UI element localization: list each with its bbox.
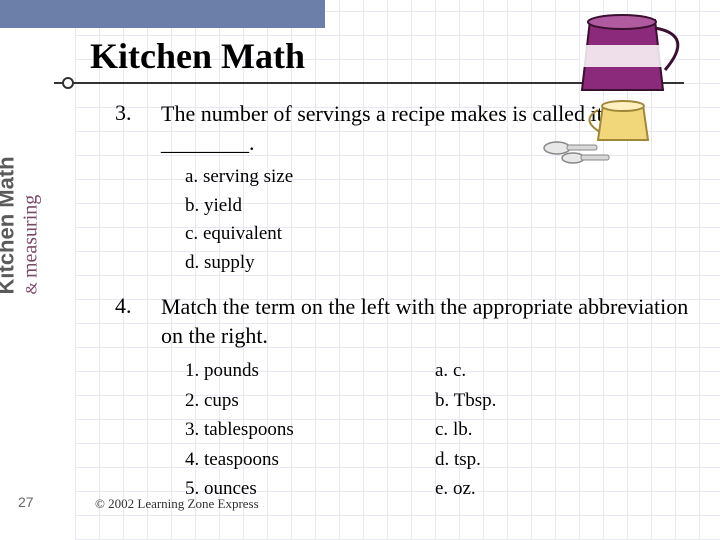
option-row: b. yield [185,192,690,221]
copyright-text: © 2002 Learning Zone Express [95,496,259,512]
top-color-band [0,0,325,28]
question-4-columns: 1. pounds 2. cups 3. tablespoons 4. teas… [185,356,690,503]
option-row: d. supply [185,249,690,278]
match-right-column: a. c. b. Tbsp. c. lb. d. tsp. e. oz. [435,356,496,503]
match-item: b. Tbsp. [435,386,496,415]
title-underline-marker [62,77,74,89]
question-number: 3. [115,100,161,157]
match-item: c. lb. [435,415,496,444]
slide-number: 27 [18,494,34,510]
sidebar-sub-text: measuring [20,195,42,278]
match-left-column: 1. pounds 2. cups 3. tablespoons 4. teas… [185,356,435,503]
match-item: 1. pounds [185,356,435,385]
question-number: 4. [115,293,161,350]
page-title: Kitchen Math [90,35,305,77]
match-item: a. c. [435,356,496,385]
option-row: c. equivalent [185,220,690,249]
match-item: 3. tablespoons [185,415,435,444]
match-item: e. oz. [435,474,496,503]
measuring-cups-illustration [525,10,700,165]
match-item: 2. cups [185,386,435,415]
option-row: a. serving size [185,163,690,192]
sidebar-label: Kitchen Math & measuring [0,156,43,294]
question-3-options: a. serving size b. yield c. equivalent d… [185,163,690,277]
sidebar-main-text: Kitchen Math [0,156,19,294]
question-prompt: Match the term on the left with the appr… [161,293,690,350]
match-item: d. tsp. [435,445,496,474]
sidebar-ampersand: & [24,282,41,294]
match-item: 4. teaspoons [185,445,435,474]
question-4: 4. Match the term on the left with the a… [115,293,690,350]
